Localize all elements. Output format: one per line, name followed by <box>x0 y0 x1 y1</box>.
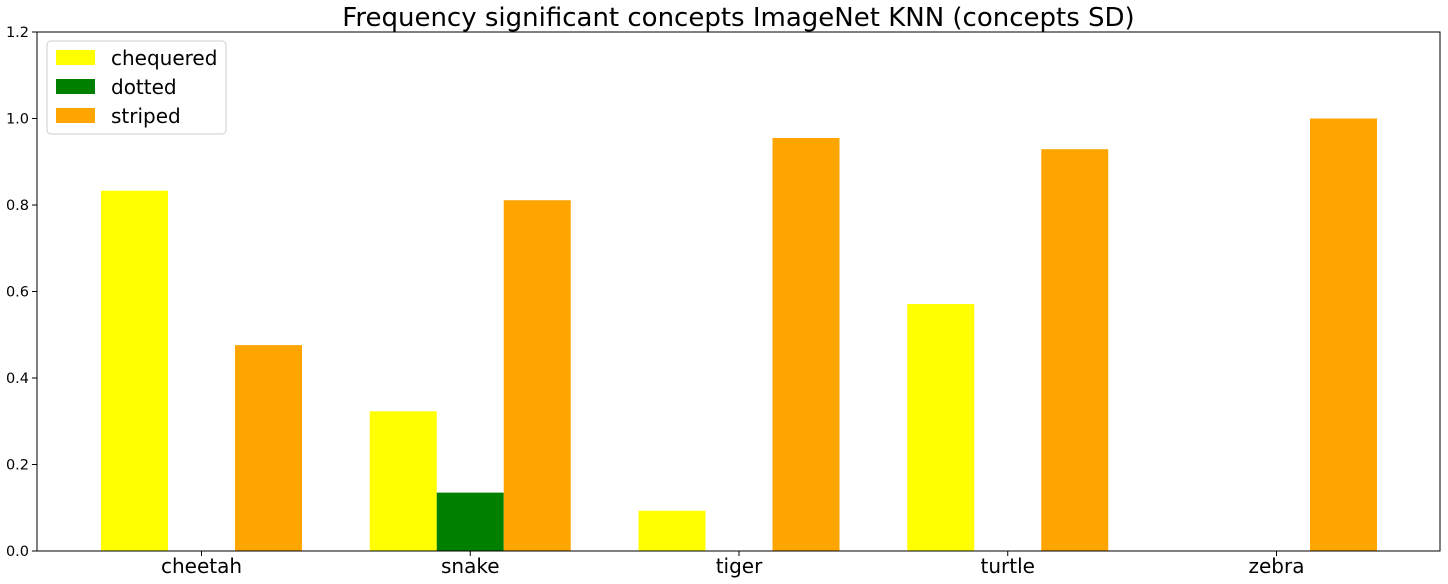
y-tick-label: 0.2 <box>6 458 29 474</box>
y-tick-label: 1.0 <box>6 112 29 128</box>
bar-chequered-cheetah <box>101 190 168 552</box>
x-tick-label: snake <box>441 554 500 578</box>
legend-label-dotted: dotted <box>111 75 177 99</box>
bar-striped-zebra <box>1310 118 1377 551</box>
x-tick-label: cheetah <box>161 554 242 578</box>
y-tick-label: 1.2 <box>6 25 29 41</box>
legend: chequered dotted striped <box>46 40 227 135</box>
y-tick-label: 0.8 <box>6 198 29 214</box>
bar-dotted-snake <box>436 492 504 551</box>
y-axis: 0.0 0.2 0.4 0.6 0.8 1.0 1.2 <box>6 25 37 560</box>
bar-striped-turtle <box>1041 149 1109 551</box>
legend-swatch-chequered <box>56 50 95 65</box>
bars-group <box>101 118 1377 552</box>
bar-striped-tiger <box>772 137 840 551</box>
legend-swatch-dotted <box>56 79 95 94</box>
bar-striped-snake <box>503 200 571 551</box>
legend-label-striped: striped <box>111 104 181 128</box>
x-tick-label: zebra <box>1249 554 1305 578</box>
bar-striped-cheetah <box>235 345 302 551</box>
bar-chequered-turtle <box>907 304 975 551</box>
bar-chequered-snake <box>369 411 437 551</box>
bar-chequered-tiger <box>638 510 706 551</box>
y-tick-label: 0.6 <box>6 285 29 301</box>
legend-label-chequered: chequered <box>111 46 217 70</box>
y-tick-label: 0.0 <box>6 544 29 560</box>
legend-swatch-striped <box>56 108 95 123</box>
x-axis: cheetah snake tiger turtle zebra <box>161 551 1305 578</box>
y-tick-label: 0.4 <box>6 371 29 387</box>
chart-title: Frequency significant concepts ImageNet … <box>342 3 1134 33</box>
x-tick-label: turtle <box>981 554 1035 578</box>
x-tick-label: tiger <box>716 554 763 578</box>
